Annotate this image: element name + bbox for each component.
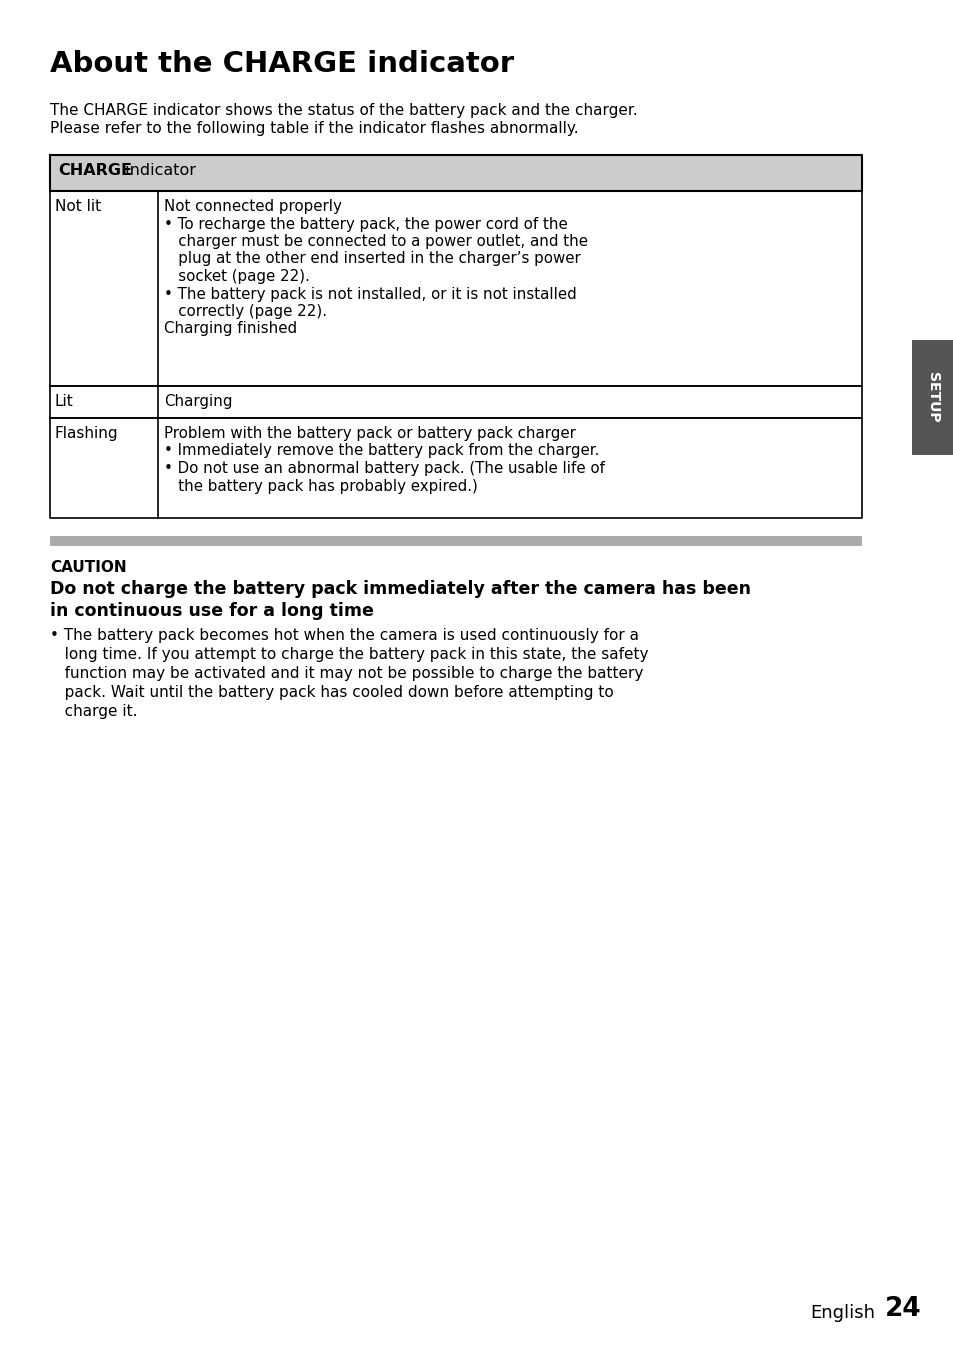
Text: Lit: Lit xyxy=(55,394,73,409)
Text: • Do not use an abnormal battery pack. (The usable life of: • Do not use an abnormal battery pack. (… xyxy=(164,461,604,476)
Text: charger must be connected to a power outlet, and the: charger must be connected to a power out… xyxy=(164,234,587,249)
Text: Problem with the battery pack or battery pack charger: Problem with the battery pack or battery… xyxy=(164,426,576,441)
Text: • To recharge the battery pack, the power cord of the: • To recharge the battery pack, the powe… xyxy=(164,217,567,231)
Text: pack. Wait until the battery pack has cooled down before attempting to: pack. Wait until the battery pack has co… xyxy=(50,685,613,699)
Bar xyxy=(50,191,862,386)
Text: plug at the other end inserted in the charger’s power: plug at the other end inserted in the ch… xyxy=(164,252,580,266)
Text: the battery pack has probably expired.): the battery pack has probably expired.) xyxy=(164,479,477,494)
Bar xyxy=(50,418,862,518)
Text: CAUTION: CAUTION xyxy=(50,560,127,576)
Text: About the CHARGE indicator: About the CHARGE indicator xyxy=(50,50,514,78)
Text: 24: 24 xyxy=(884,1297,921,1322)
Text: Flashing: Flashing xyxy=(55,426,118,441)
Bar xyxy=(50,386,862,418)
Text: Do not charge the battery pack immediately after the camera has been: Do not charge the battery pack immediate… xyxy=(50,580,750,599)
Text: indicator: indicator xyxy=(120,163,195,178)
Text: • The battery pack is not installed, or it is not installed: • The battery pack is not installed, or … xyxy=(164,286,577,301)
Text: charge it.: charge it. xyxy=(50,703,137,720)
Text: Charging: Charging xyxy=(164,394,233,409)
Text: • Immediately remove the battery pack from the charger.: • Immediately remove the battery pack fr… xyxy=(164,444,598,459)
Text: long time. If you attempt to charge the battery pack in this state, the safety: long time. If you attempt to charge the … xyxy=(50,647,648,662)
Bar xyxy=(911,340,953,455)
Text: Not lit: Not lit xyxy=(55,199,101,214)
Text: correctly (page 22).: correctly (page 22). xyxy=(164,304,327,319)
Text: in continuous use for a long time: in continuous use for a long time xyxy=(50,603,374,620)
Bar xyxy=(50,537,862,546)
Text: socket (page 22).: socket (page 22). xyxy=(164,269,310,284)
Text: The CHARGE indicator shows the status of the battery pack and the charger.: The CHARGE indicator shows the status of… xyxy=(50,104,638,118)
Text: CHARGE: CHARGE xyxy=(58,163,132,178)
Text: Not connected properly: Not connected properly xyxy=(164,199,341,214)
Text: SETUP: SETUP xyxy=(925,373,939,422)
Text: Please refer to the following table if the indicator flashes abnormally.: Please refer to the following table if t… xyxy=(50,121,578,136)
Text: • The battery pack becomes hot when the camera is used continuously for a: • The battery pack becomes hot when the … xyxy=(50,628,639,643)
Text: Charging finished: Charging finished xyxy=(164,321,296,336)
Bar xyxy=(50,155,862,191)
Text: English: English xyxy=(809,1305,874,1322)
Text: function may be activated and it may not be possible to charge the battery: function may be activated and it may not… xyxy=(50,666,642,681)
